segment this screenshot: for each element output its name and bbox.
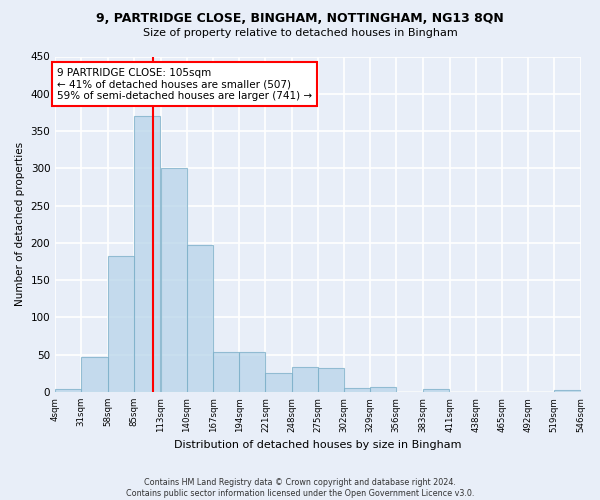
Bar	[265, 372, 292, 392]
Y-axis label: Number of detached properties: Number of detached properties	[15, 142, 25, 306]
Bar	[213, 352, 239, 392]
Bar	[239, 352, 265, 392]
Text: Contains HM Land Registry data © Crown copyright and database right 2024.
Contai: Contains HM Land Registry data © Crown c…	[126, 478, 474, 498]
Bar	[370, 388, 397, 392]
Text: 9 PARTRIDGE CLOSE: 105sqm
← 41% of detached houses are smaller (507)
59% of semi: 9 PARTRIDGE CLOSE: 105sqm ← 41% of detac…	[57, 68, 312, 101]
Bar	[292, 368, 318, 392]
Bar	[107, 256, 134, 392]
X-axis label: Distribution of detached houses by size in Bingham: Distribution of detached houses by size …	[174, 440, 461, 450]
Bar	[422, 389, 449, 392]
Bar	[318, 368, 344, 392]
Text: Size of property relative to detached houses in Bingham: Size of property relative to detached ho…	[143, 28, 457, 38]
Bar	[55, 389, 82, 392]
Bar	[82, 357, 107, 392]
Bar	[554, 390, 581, 392]
Bar	[161, 168, 187, 392]
Bar	[344, 388, 370, 392]
Text: 9, PARTRIDGE CLOSE, BINGHAM, NOTTINGHAM, NG13 8QN: 9, PARTRIDGE CLOSE, BINGHAM, NOTTINGHAM,…	[96, 12, 504, 26]
Bar	[187, 245, 213, 392]
Bar	[134, 116, 160, 392]
